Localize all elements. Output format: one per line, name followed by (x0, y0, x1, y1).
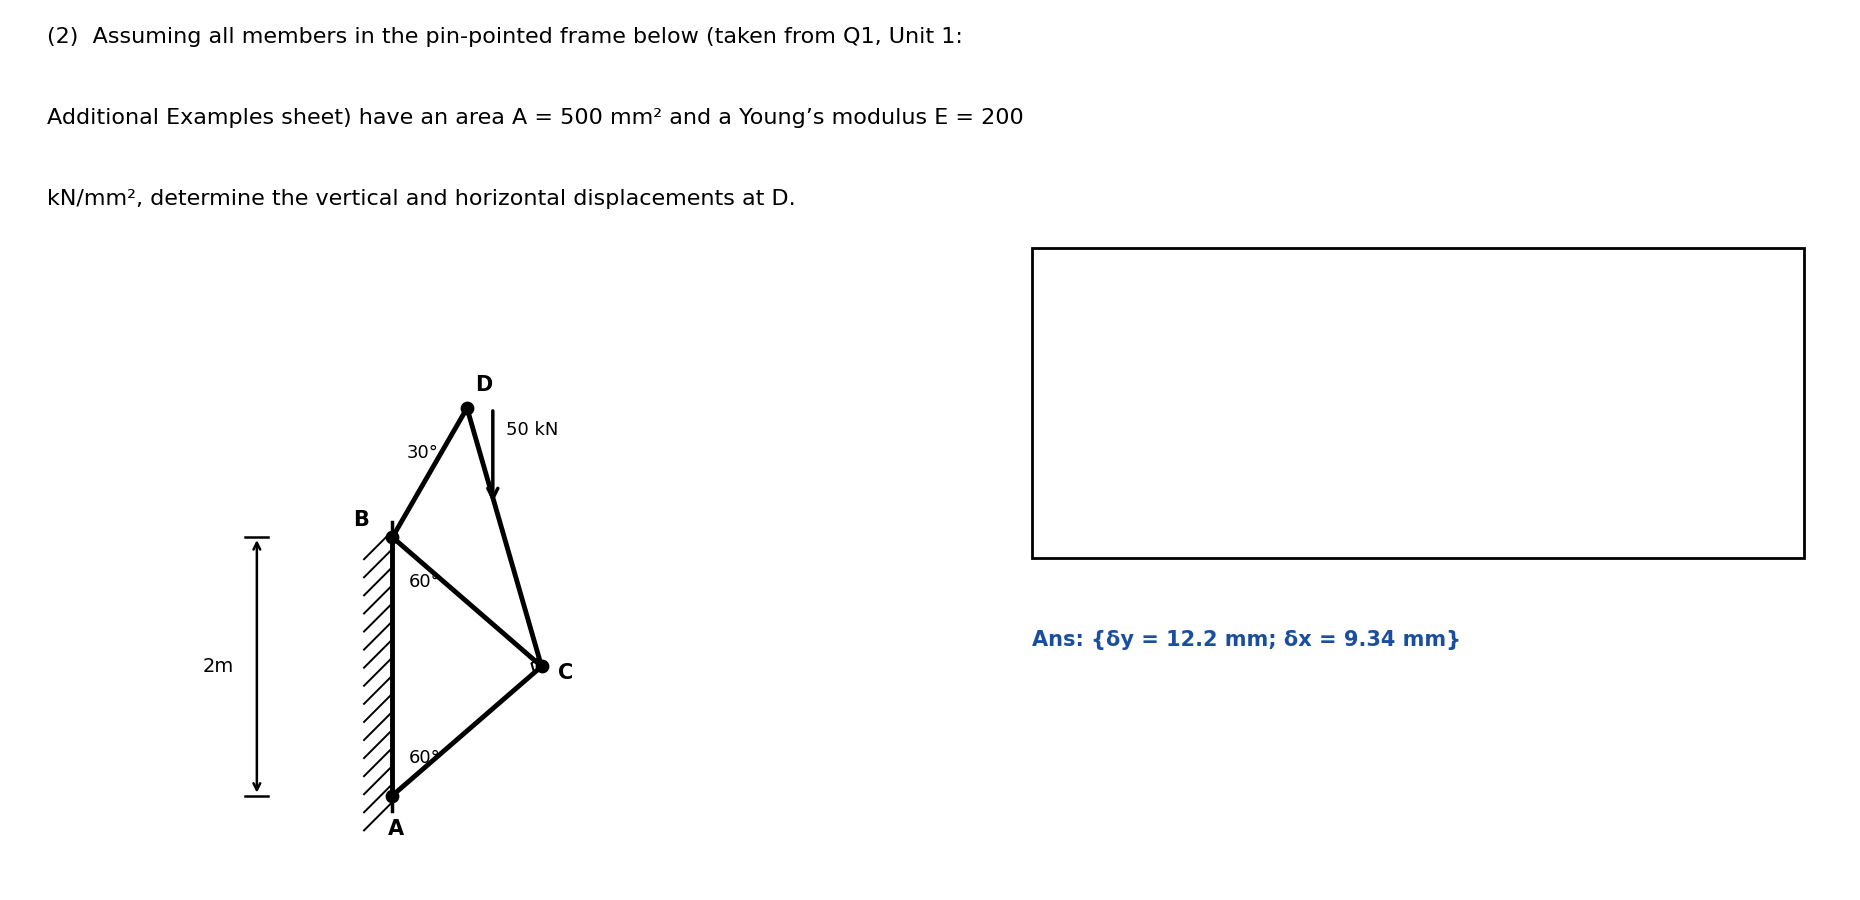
Point (378, 788, 407, 803)
Point (526, 659, 556, 673)
Text: B: B (353, 509, 368, 529)
Point (378, 530, 407, 544)
Text: Hint:: Hint: (1066, 288, 1120, 307)
Text: 50 kN: 50 kN (506, 421, 558, 439)
Text: C: C (558, 662, 573, 683)
Text: 60°: 60° (409, 573, 441, 591)
Text: load” method for horizontal: load” method for horizontal (1066, 423, 1335, 442)
Text: kN/mm², determine the vertical and horizontal displacements at D.: kN/mm², determine the vertical and horiz… (46, 189, 794, 209)
Text: displacement δx: displacement δx (1066, 491, 1228, 509)
Text: (2)  Assuming all members in the pin-pointed frame below (taken from Q1, Unit 1:: (2) Assuming all members in the pin-poin… (46, 27, 962, 47)
Text: 30°: 30° (407, 445, 439, 463)
Text: Ans: {δy = 12.2 mm; δx = 9.34 mm}: Ans: {δy = 12.2 mm; δx = 9.34 mm} (1032, 630, 1462, 650)
Text: 2m: 2m (203, 657, 234, 676)
Point (452, 400, 482, 415)
Text: A: A (389, 819, 404, 839)
Text: Use “energy and work” method: Use “energy and work” method (1162, 288, 1477, 307)
Text: Additional Examples sheet) have an area A = 500 mm² and a Young’s modulus E = 20: Additional Examples sheet) have an area … (46, 108, 1023, 128)
Text: D: D (474, 375, 493, 395)
Text: for vertical displacement δy and “unit: for vertical displacement δy and “unit (1066, 356, 1436, 374)
Text: 60°: 60° (409, 749, 441, 767)
